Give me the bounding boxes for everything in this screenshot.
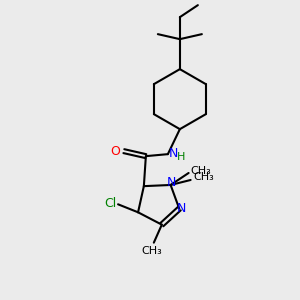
- Text: Cl: Cl: [104, 197, 116, 210]
- Text: O: O: [110, 145, 120, 158]
- Text: N: N: [167, 176, 176, 190]
- Text: N: N: [169, 147, 178, 160]
- Text: CH₃: CH₃: [141, 246, 162, 256]
- Text: CH₃: CH₃: [190, 166, 212, 176]
- Text: N: N: [177, 202, 186, 215]
- Text: CH₃: CH₃: [194, 172, 214, 182]
- Text: H: H: [177, 152, 185, 162]
